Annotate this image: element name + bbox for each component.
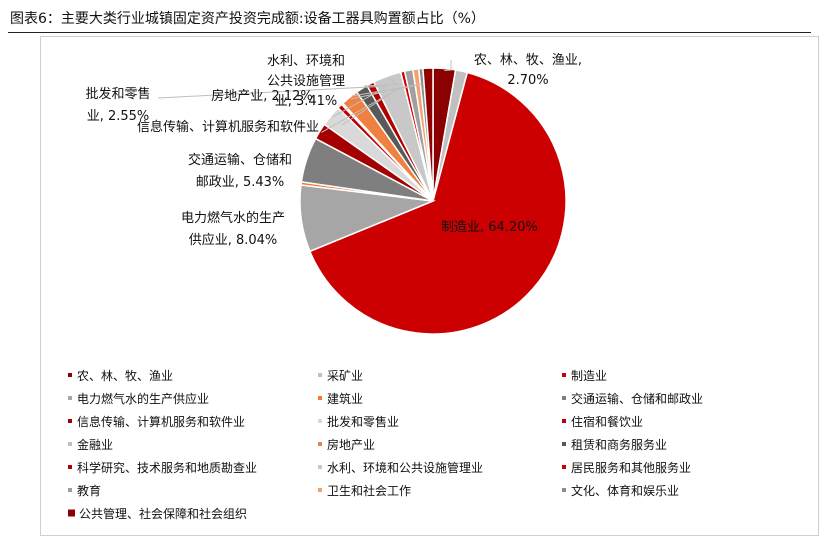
legend-swatch-7	[318, 419, 322, 423]
pie-slice-2	[308, 71, 567, 335]
legend-label-0: 农、林、牧、渔业	[77, 369, 173, 383]
legend-label-6: 信息传输、计算机服务和软件业	[77, 414, 245, 429]
leader-line-4	[321, 89, 397, 133]
legend-label-2: 制造业	[571, 369, 607, 383]
legend-swatch-17	[562, 488, 566, 492]
legend-swatch-1	[318, 373, 322, 377]
title-bar: 图表6：主要大类行业城镇固定资产投资完成额:设备工器具购置额占比（%）	[8, 0, 811, 33]
legend-label-4: 建筑业	[327, 391, 363, 406]
data-labels: 农、林、牧、渔业, 2.70% 制造业, 64.20% 电力燃气水的生产供应业, 8.…	[85, 53, 582, 248]
data-label-7: 水利、环境和公共设施管理业, 3.41%	[267, 54, 345, 109]
data-label-0: 农、林、牧、渔业, 2.70%	[474, 53, 582, 88]
legend-swatch-9	[68, 442, 72, 446]
data-label-3: 交通运输、仓储和邮政业, 5.43%	[188, 152, 292, 190]
legend-label-17: 文化、体育和娱乐业	[571, 483, 679, 498]
data-label-1: 制造业, 64.20%	[441, 220, 538, 235]
legend-swatch-4	[318, 396, 322, 400]
legend-label-7: 批发和零售业	[327, 414, 399, 429]
legend-swatch-18	[68, 509, 75, 517]
leader-lines	[157, 60, 452, 133]
leader-line-1	[363, 77, 400, 87]
legend-label-3: 电力燃气水的生产供应业	[77, 391, 209, 406]
legend-label-5: 交通运输、仓储和邮政业	[571, 391, 703, 406]
data-label-4: 信息传输、计算机服务和软件业	[137, 119, 319, 135]
legend-label-8: 住宿和餐饮业	[571, 414, 643, 429]
data-label-6: 房地产业, 2.12%	[211, 88, 313, 104]
data-label-2: 电力燃气水的生产供应业, 8.04%	[181, 210, 285, 248]
legend-label-9: 金融业	[77, 437, 113, 452]
data-label-5: 批发和零售业, 2.55%	[85, 86, 150, 124]
pie-slice-18	[422, 67, 434, 202]
leader-line-0	[444, 60, 452, 71]
legend-label-10: 房地产业	[327, 437, 375, 452]
legend-label-14: 居民服务和其他服务业	[571, 460, 691, 475]
legend-swatch-13	[318, 465, 322, 469]
legend-label-12: 科学研究、技术服务和地质勘查业	[77, 460, 257, 475]
chart-title: 图表6：主要大类行业城镇固定资产投资完成额:设备工器具购置额占比（%）	[10, 11, 485, 27]
leader-line-3	[157, 85, 389, 118]
legend-label-15: 教育	[77, 483, 101, 498]
legend-swatch-16	[318, 488, 322, 492]
legend-label-16: 卫生和社会工作	[327, 483, 411, 498]
legend-label-18: 公共管理、社会保障和社会组织	[79, 506, 247, 521]
legend-label-11: 租赁和商务服务业	[571, 437, 667, 452]
legend-swatch-0	[68, 373, 72, 377]
legend-swatch-15	[68, 488, 72, 492]
legend-label-13: 水利、环境和公共设施管理业	[327, 460, 483, 475]
legend-swatch-8	[562, 419, 566, 423]
legend-swatch-11	[562, 442, 566, 446]
legend-swatch-6	[68, 419, 72, 423]
legend-swatch-3	[68, 396, 72, 400]
legend-swatch-5	[562, 396, 566, 400]
legend-swatch-14	[562, 465, 566, 469]
legend-swatch-10	[318, 442, 322, 446]
pie-slices	[299, 67, 567, 335]
legend-swatch-12	[68, 465, 72, 469]
legend-swatch-2	[562, 373, 566, 377]
legend-label-1: 采矿业	[327, 369, 363, 383]
